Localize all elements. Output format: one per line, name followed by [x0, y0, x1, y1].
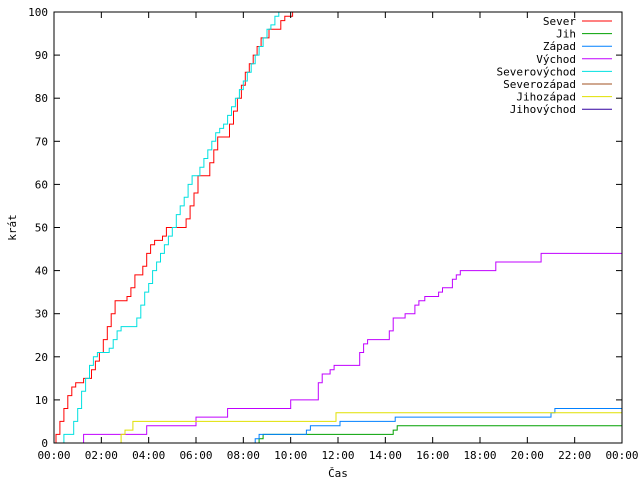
legend-label: Západ — [543, 40, 576, 53]
x-tick: 22:00 — [558, 12, 591, 462]
series-line-jih — [54, 425, 622, 443]
x-tick-label: 20:00 — [511, 449, 544, 462]
x-tick-label: 22:00 — [558, 449, 591, 462]
y-tick: 40 — [35, 265, 622, 278]
x-tick: 14:00 — [369, 12, 402, 462]
x-tick-label: 00:00 — [605, 449, 638, 462]
legend-entry: Jihovýchod — [510, 103, 612, 116]
legend-entry: Severovýchod — [497, 65, 612, 78]
x-tick: 20:00 — [511, 12, 544, 462]
legend: SeverJihZápadVýchodSeverovýchodSeverozáp… — [497, 15, 612, 116]
legend-entry: Severozápad — [503, 78, 612, 91]
y-tick-label: 80 — [35, 92, 48, 105]
x-tick: 18:00 — [463, 12, 497, 462]
y-axis-label: krát — [6, 214, 19, 241]
x-tick-label: 08:00 — [227, 449, 260, 462]
y-tick-label: 90 — [35, 49, 48, 62]
legend-label: Severovýchod — [497, 65, 576, 78]
x-tick: 00:00 — [605, 12, 639, 462]
y-tick: 20 — [35, 351, 622, 364]
x-tick-label: 16:00 — [416, 449, 449, 462]
x-tick: 08:00 — [227, 12, 260, 462]
x-tick-label: 18:00 — [463, 449, 496, 462]
legend-entry: Východ — [536, 53, 612, 66]
x-tick-label: 04:00 — [132, 449, 165, 462]
y-tick-label: 30 — [35, 308, 48, 321]
legend-label: Jih — [556, 28, 576, 41]
y-tick-label: 40 — [35, 265, 48, 278]
x-tick-label: 12:00 — [321, 449, 354, 462]
y-tick: 30 — [35, 308, 622, 321]
x-tick: 10:00 — [274, 12, 307, 462]
y-tick: 80 — [35, 92, 622, 105]
x-tick-label: 06:00 — [179, 449, 212, 462]
series-line-severovýchod — [54, 12, 283, 443]
legend-label: Jihozápad — [516, 91, 576, 104]
y-tick-label: 60 — [35, 178, 48, 191]
y-tick: 0 — [41, 437, 622, 450]
y-tick: 100 — [28, 6, 622, 19]
x-tick-label: 14:00 — [369, 449, 402, 462]
x-tick: 04:00 — [132, 12, 165, 462]
series-layer — [54, 12, 622, 443]
y-tick: 60 — [35, 178, 622, 191]
legend-entry: Západ — [543, 40, 612, 53]
y-tick: 10 — [35, 394, 622, 407]
y-tick: 70 — [35, 135, 622, 148]
y-tick: 90 — [35, 49, 622, 62]
x-tick-label: 10:00 — [274, 449, 307, 462]
x-tick: 12:00 — [321, 12, 355, 462]
legend-entry: Sever — [543, 15, 612, 28]
y-tick-label: 10 — [35, 394, 48, 407]
y-tick-label: 0 — [41, 437, 48, 450]
series-line-sever — [54, 12, 303, 443]
x-tick: 06:00 — [179, 12, 213, 462]
y-tick-label: 50 — [35, 222, 48, 235]
y-tick-label: 20 — [35, 351, 48, 364]
y-tick-label: 100 — [28, 6, 48, 19]
legend-label: Jihovýchod — [510, 103, 576, 116]
legend-entry: Jih — [556, 28, 612, 41]
series-line-východ — [54, 252, 622, 443]
x-tick: 00:00 — [37, 12, 71, 462]
x-tick-label: 02:00 — [85, 449, 118, 462]
legend-label: Severozápad — [503, 78, 576, 91]
y-tick: 50 — [35, 222, 622, 235]
x-tick: 16:00 — [416, 12, 449, 462]
x-tick: 02:00 — [85, 12, 118, 462]
y-tick-label: 70 — [35, 135, 48, 148]
ticks-layer: 0 10 20 30 40 50 60 70 80 90 100 00:00 02:00 04:00 06:… — [28, 6, 638, 462]
x-axis-label: Čas — [328, 467, 348, 480]
legend-entry: Jihozápad — [516, 91, 612, 104]
legend-label: Východ — [536, 53, 576, 66]
x-tick-label: 00:00 — [37, 449, 70, 462]
legend-label: Sever — [543, 15, 576, 28]
series-line-jihozápad — [54, 412, 622, 443]
